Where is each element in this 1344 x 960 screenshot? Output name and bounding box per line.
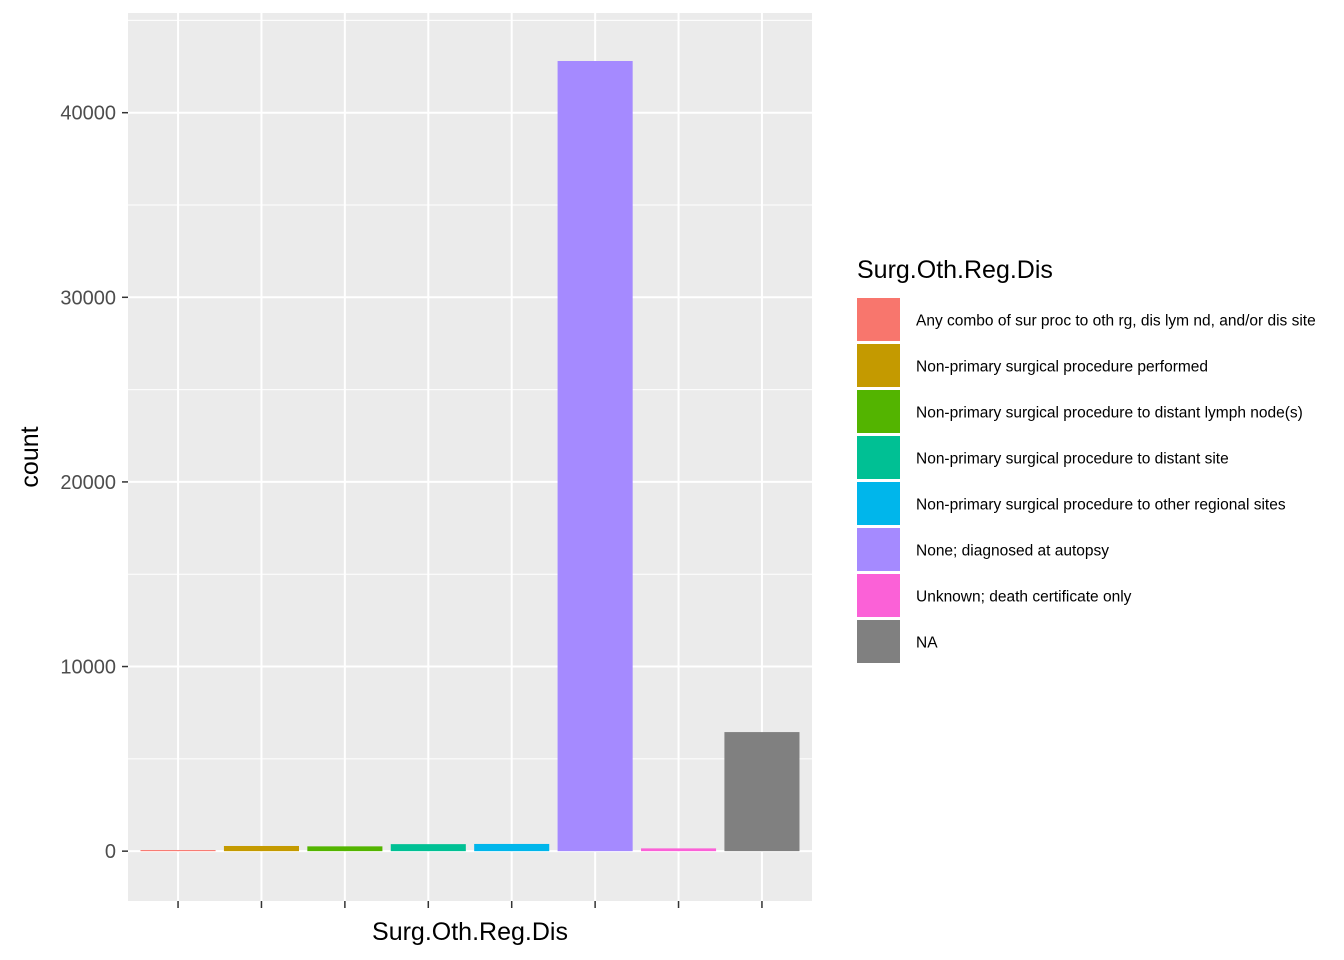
legend-key-swatch <box>857 436 900 479</box>
legend-label: Non-primary surgical procedure to distan… <box>916 405 1303 422</box>
bar <box>641 848 717 852</box>
legend-key-swatch <box>857 390 900 433</box>
legend-title: Surg.Oth.Reg.Dis <box>857 256 1053 284</box>
legend-key-swatch <box>857 528 900 571</box>
bar <box>307 846 383 852</box>
bar <box>557 61 633 852</box>
legend-label: Non-primary surgical procedure to other … <box>916 497 1286 514</box>
x-axis-title: Surg.Oth.Reg.Dis <box>372 918 568 946</box>
legend-label: Non-primary surgical procedure to distan… <box>916 451 1229 468</box>
minor-gridlines <box>128 19 812 760</box>
legend-key-swatch <box>857 574 900 617</box>
y-tick-labels: 0 10000 20000 30000 40000 <box>60 103 116 863</box>
bar <box>390 844 466 852</box>
legend-key-swatch <box>857 298 900 341</box>
panel-background <box>128 13 812 901</box>
legend-label: Any combo of sur proc to oth rg, dis lym… <box>916 313 1316 330</box>
legend-label: NA <box>916 635 938 652</box>
bar <box>724 732 800 852</box>
y-tick-label: 20000 <box>60 472 116 494</box>
legend-key-swatch <box>857 482 900 525</box>
y-tick-label: 40000 <box>60 103 116 125</box>
y-tick-label: 10000 <box>60 657 116 679</box>
legend-label: Non-primary surgical procedure performed <box>916 359 1208 376</box>
bar <box>140 850 216 852</box>
legend-key-swatch <box>857 344 900 387</box>
legend-key-swatch <box>857 620 900 663</box>
axis-ticks <box>122 111 763 908</box>
bars <box>140 61 800 852</box>
legend-label: None; diagnosed at autopsy <box>916 543 1109 560</box>
y-axis-title: count <box>16 426 44 487</box>
legend-label: Unknown; death certificate only <box>916 589 1132 606</box>
bar <box>474 843 550 852</box>
y-tick-label: 30000 <box>60 287 116 309</box>
bar <box>223 845 299 852</box>
y-tick-label: 0 <box>105 841 116 863</box>
legend: Surg.Oth.Reg.Dis Any combo of sur proc t… <box>857 256 1316 663</box>
